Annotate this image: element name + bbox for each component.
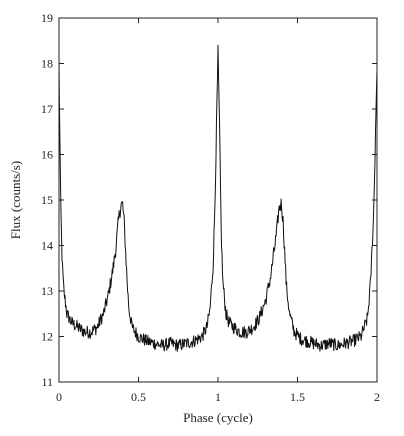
y-tick-label: 18 [41, 57, 53, 71]
y-tick-label: 16 [41, 148, 53, 162]
y-axis-label: Flux (counts/s) [8, 161, 23, 239]
x-tick-label: 0.5 [131, 390, 146, 404]
x-axis-ticks: 0 0.5 1 1.5 2 [56, 18, 380, 404]
y-tick-label: 12 [41, 330, 53, 344]
y-tick-label: 17 [41, 102, 53, 116]
x-tick-label: 0 [56, 390, 62, 404]
y-tick-label: 19 [41, 11, 53, 25]
y-tick-label: 13 [41, 284, 53, 298]
x-tick-label: 2 [374, 390, 380, 404]
flux-curve-line [58, 44, 378, 352]
x-axis-label: Phase (cycle) [183, 410, 253, 425]
x-tick-label: 1.5 [290, 390, 305, 404]
y-tick-label: 15 [41, 193, 53, 207]
y-tick-label: 11 [41, 375, 53, 389]
x-tick-label: 1 [215, 390, 221, 404]
y-tick-label: 14 [41, 239, 53, 253]
y-axis-ticks: 11 12 13 14 15 16 17 18 19 [41, 11, 377, 389]
plot-frame [58, 17, 378, 383]
light-curve-series [58, 44, 378, 352]
